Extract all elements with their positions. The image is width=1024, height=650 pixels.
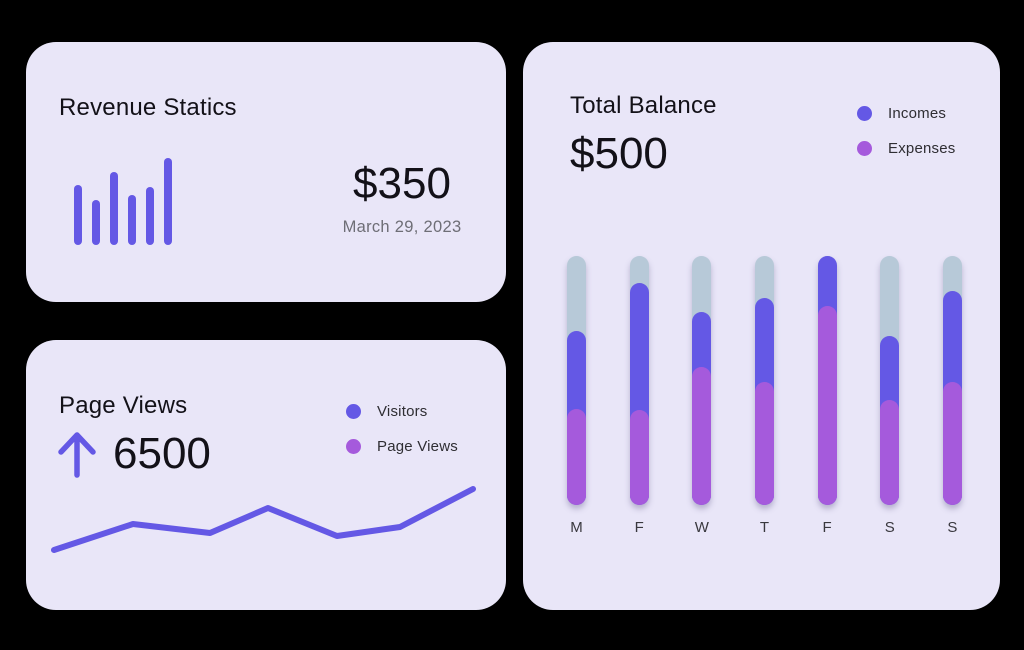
balance-legend: Incomes Expenses	[857, 104, 955, 158]
mini-bar	[92, 200, 100, 245]
bar-track	[942, 256, 962, 505]
total-balance-card: Total Balance $500 Incomes Expenses M F W T…	[523, 42, 1000, 610]
mini-bar	[74, 185, 82, 245]
expense-segment	[567, 409, 586, 505]
legend-item-visitors: Visitors	[346, 402, 458, 421]
expenses-dot-icon	[857, 141, 872, 156]
balance-bar-column: W	[692, 256, 712, 536]
legend-item-incomes: Incomes	[857, 104, 955, 123]
balance-amount: $500	[570, 129, 668, 178]
expense-segment	[942, 382, 962, 505]
day-label: M	[570, 519, 583, 536]
bar-track	[817, 256, 837, 505]
page-views-value: 6500	[113, 429, 211, 478]
day-label: F	[822, 519, 832, 536]
page-views-dot-icon	[346, 439, 361, 454]
revenue-mini-chart	[74, 158, 172, 245]
trend-indicator	[56, 430, 98, 478]
page-views-line-chart	[51, 486, 476, 553]
day-label: F	[634, 519, 644, 536]
bar-track	[754, 256, 774, 505]
day-label: S	[947, 519, 958, 536]
visitors-label: Visitors	[377, 403, 428, 420]
legend-item-page-views: Page Views	[346, 437, 458, 456]
revenue-amount: $350	[353, 159, 451, 208]
page-views-card-title: Page Views	[59, 392, 188, 419]
mini-bar	[128, 195, 136, 245]
day-label: S	[884, 519, 895, 536]
revenue-date: March 29, 2023	[342, 218, 462, 236]
revenue-statics-card: Revenue Statics $350 March 29, 2023	[26, 42, 506, 302]
revenue-card-title: Revenue Statics	[59, 94, 237, 121]
day-label: T	[759, 519, 770, 536]
revenue-amount-block: $350 March 29, 2023	[322, 162, 482, 237]
page-views-line	[51, 486, 476, 553]
incomes-dot-icon	[857, 106, 872, 121]
balance-bar-column: F	[629, 256, 649, 536]
bar-track	[692, 256, 712, 505]
up-arrow-icon	[58, 432, 96, 478]
legend-item-expenses: Expenses	[857, 139, 955, 158]
day-label: W	[694, 519, 709, 536]
balance-bar-column: S	[880, 256, 900, 536]
balance-card-title: Total Balance	[570, 92, 717, 119]
expense-segment	[692, 367, 712, 505]
visitors-dot-icon	[346, 404, 361, 419]
bar-track	[629, 256, 649, 505]
expense-segment	[629, 410, 649, 505]
page-views-legend: Visitors Page Views	[346, 402, 458, 456]
expense-segment	[754, 382, 774, 505]
incomes-label: Incomes	[888, 105, 947, 122]
expense-segment	[817, 306, 837, 505]
balance-bar-column: M	[567, 256, 586, 536]
bar-track	[567, 256, 586, 505]
page-views-label: Page Views	[377, 438, 458, 455]
balance-bar-column: S	[942, 256, 962, 536]
expense-segment	[880, 400, 900, 505]
page-views-card: Page Views Visitors Page Views 6500	[26, 340, 506, 610]
mini-bar	[164, 158, 172, 245]
bar-track	[880, 256, 900, 505]
balance-bar-column: F	[817, 256, 837, 536]
balance-bar-column: T	[754, 256, 774, 536]
mini-bar	[110, 172, 118, 245]
expenses-label: Expenses	[888, 140, 956, 157]
mini-bar	[146, 187, 154, 245]
